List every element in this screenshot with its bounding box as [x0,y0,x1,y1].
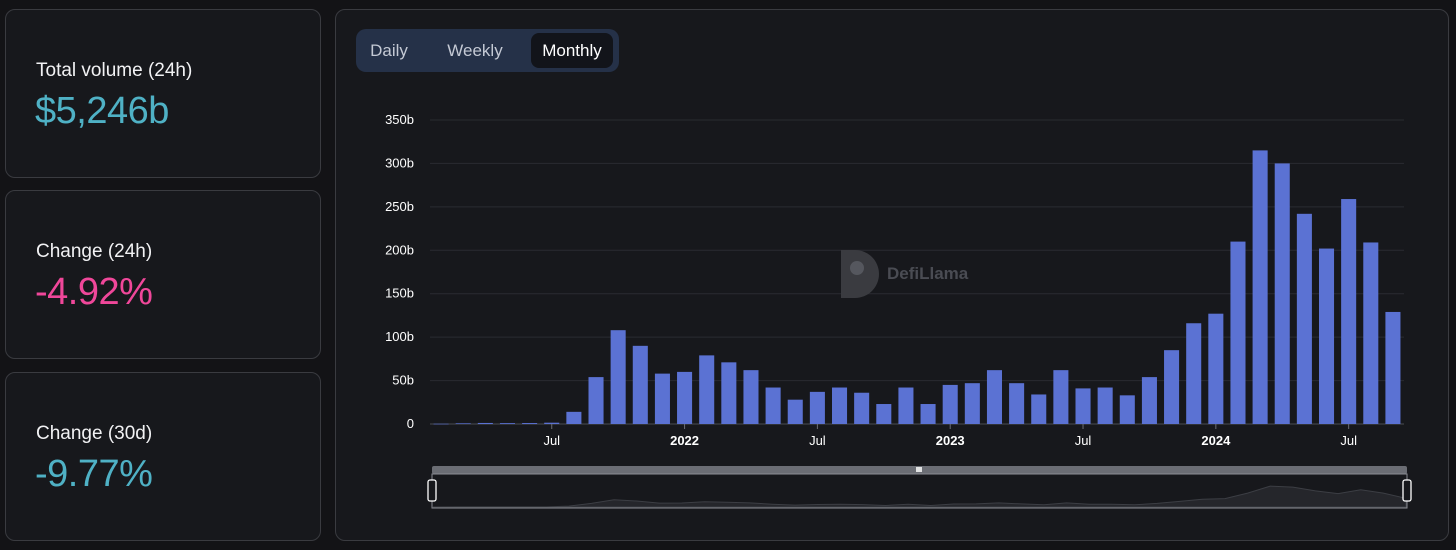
stat-label: Change (24h) [36,241,153,262]
stat-value: $5,246b [35,90,169,132]
x-tick-label: Jul [543,433,560,448]
bar-2023-10[interactable] [1141,377,1157,424]
stat-value: -9.77% [35,453,153,495]
chart-panel: Daily Weekly Monthly DefiLlama 0 50b 100b 1… [335,9,1449,541]
bar-2021-05[interactable] [499,423,515,424]
x-tick-label: Jul [809,433,826,448]
bar-2024-02[interactable] [1230,241,1246,424]
bar-2023-12[interactable] [1186,323,1202,424]
bar-chart: DefiLlama 0 50b 100b 150b 200b 250b 300b 350b J… [385,112,1412,509]
x-axis-ticks: Jul 2022 Jul 2023 Jul 2024 Jul [543,424,1357,448]
bar-2022-11[interactable] [898,387,914,424]
stat-label: Total volume (24h) [36,60,193,81]
bar-2021-10[interactable] [610,330,626,424]
y-tick-label: 250b [385,199,414,214]
stat-card-change-24h: Change (24h) -4.92% [5,190,321,359]
x-tick-label: Jul [1075,433,1092,448]
bar-2021-09[interactable] [588,377,604,424]
bar-2021-06[interactable] [522,423,538,424]
bar-2022-07[interactable] [809,391,825,424]
bar-2023-03[interactable] [986,370,1002,424]
zoom-slider[interactable] [427,466,1412,509]
bar-2021-12[interactable] [654,373,670,424]
bar-2024-01[interactable] [1208,313,1224,424]
bar-2022-02[interactable] [699,355,715,424]
bar-2023-09[interactable] [1119,395,1135,424]
tab-monthly[interactable]: Monthly [531,33,613,68]
zoom-handle-left[interactable] [427,479,437,502]
tab-weekly[interactable]: Weekly [447,41,503,60]
x-tick-label: Jul [1340,433,1357,448]
stat-value: -4.92% [35,271,153,313]
y-tick-label: 50b [392,373,414,388]
bar-2022-08[interactable] [832,387,848,424]
bar-2023-05[interactable] [1031,394,1047,424]
bar-2024-07[interactable] [1341,199,1357,424]
bar-2021-08[interactable] [566,411,582,424]
bar-2024-08[interactable] [1363,242,1379,424]
y-tick-label: 100b [385,329,414,344]
x-tick-label: 2024 [1201,433,1231,448]
bar-2024-04[interactable] [1274,163,1290,424]
zoom-slider-preview [432,485,1407,508]
stat-label: Change (30d) [36,423,153,444]
watermark: DefiLlama [841,250,969,298]
bar-2021-02[interactable] [433,423,449,425]
bar-2023-07[interactable] [1075,388,1091,424]
y-tick-label: 200b [385,242,414,257]
x-tick-label: 2022 [670,433,699,448]
bar-2022-06[interactable] [787,399,803,424]
bar-2022-09[interactable] [854,392,870,424]
watermark-text: DefiLlama [887,264,969,283]
bar-2023-06[interactable] [1053,370,1069,424]
stat-card-total-volume: Total volume (24h) $5,246b [5,9,321,178]
y-tick-label: 350b [385,112,414,127]
bar-2022-04[interactable] [743,370,759,424]
bar-2024-06[interactable] [1319,248,1335,424]
bar-2023-01[interactable] [942,384,958,424]
bar-2021-03[interactable] [455,423,471,424]
bar-2022-05[interactable] [765,387,781,424]
x-tick-label: 2023 [936,433,965,448]
zoom-handle-right[interactable] [1402,479,1412,502]
bar-2024-05[interactable] [1296,213,1312,424]
bar-2024-09[interactable] [1385,311,1401,424]
stat-card-change-30d: Change (30d) -9.77% [5,372,321,541]
bar-2023-04[interactable] [1009,383,1025,424]
y-tick-label: 0 [407,416,414,431]
zoom-slider-grip-icon[interactable] [916,467,922,472]
bar-2021-07[interactable] [544,422,560,424]
chart-bars [433,150,1401,425]
period-tabs: Daily Weekly Monthly [356,29,619,72]
bar-2021-04[interactable] [477,422,493,424]
bar-2021-11[interactable] [632,345,648,424]
bar-2023-08[interactable] [1097,387,1113,424]
y-axis-ticks: 0 50b 100b 150b 200b 250b 300b 350b [385,112,414,431]
bar-2022-10[interactable] [876,404,892,424]
y-tick-label: 300b [385,155,414,170]
y-tick-label: 150b [385,286,414,301]
tab-daily[interactable]: Daily [370,41,408,60]
bar-2024-03[interactable] [1252,150,1268,424]
bar-2023-11[interactable] [1164,350,1180,424]
bar-2022-12[interactable] [920,404,936,424]
bar-2022-01[interactable] [677,371,693,424]
bar-2022-03[interactable] [721,362,737,424]
bar-2023-02[interactable] [964,383,980,424]
